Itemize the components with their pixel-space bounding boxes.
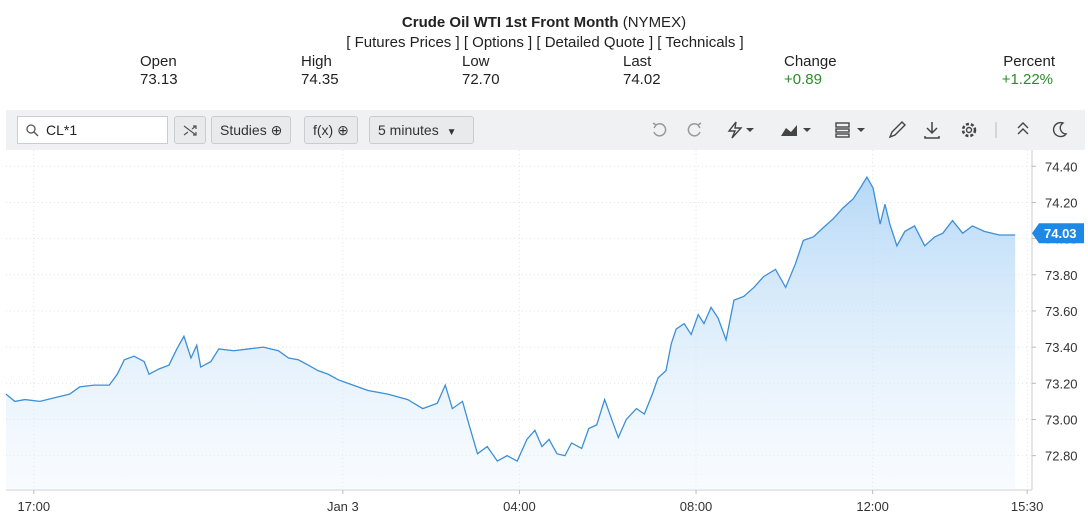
- undo-icon[interactable]: [652, 122, 667, 137]
- x-tick-label: 08:00: [680, 499, 713, 514]
- quote-value: +0.89: [784, 71, 822, 88]
- search-icon: [26, 124, 39, 137]
- dropdown-arrow: [746, 128, 754, 132]
- quote-label: Open: [140, 53, 177, 70]
- current-price-label: 74.03: [1044, 226, 1077, 241]
- y-tick-label: 74.20: [1045, 195, 1078, 210]
- y-tick-label: 73.40: [1045, 340, 1078, 355]
- links: [ Futures Prices ] [ Options ] [ Detaile…: [0, 34, 1088, 51]
- collapse-icon[interactable]: [1017, 122, 1029, 135]
- settings-icon[interactable]: [961, 122, 977, 138]
- link[interactable]: [ Technicals ]: [657, 34, 744, 51]
- y-tick-label: 73.80: [1045, 268, 1078, 283]
- theme-icon[interactable]: [1052, 121, 1068, 138]
- link[interactable]: [ Futures Prices ]: [346, 34, 460, 51]
- link[interactable]: [ Options ]: [463, 34, 533, 51]
- quote-value: +1.22%: [1001, 71, 1053, 88]
- fx-button[interactable]: f(x) ⊕: [304, 116, 358, 144]
- studies-label: Studies: [220, 122, 267, 138]
- quote-value: 74.35: [301, 71, 339, 88]
- y-tick-label: 73.20: [1045, 376, 1078, 391]
- flash-icon[interactable]: [727, 121, 743, 139]
- layout-icon[interactable]: [835, 122, 850, 138]
- interval-label: 5 minutes: [378, 122, 439, 138]
- interval-button[interactable]: 5 minutes ▼: [369, 116, 474, 144]
- y-tick-label: 72.80: [1045, 449, 1078, 464]
- area-fill: [6, 177, 1016, 490]
- chart-type-icon[interactable]: [781, 125, 797, 136]
- dropdown-arrow: [857, 128, 865, 132]
- quote-value: 73.13: [140, 71, 178, 88]
- symbol: CL*1: [46, 122, 78, 138]
- dropdown-arrow: [803, 128, 811, 132]
- chart: 72.8073.0073.2073.4073.6073.8074.0074.20…: [5, 150, 1084, 514]
- quote-label: Percent: [1003, 53, 1055, 70]
- current-price-tag: [1032, 223, 1084, 244]
- price-line: [5, 175, 1016, 462]
- y-tick-label: 73.60: [1045, 304, 1078, 319]
- x-tick-label: 17:00: [18, 499, 51, 514]
- redo-icon[interactable]: [687, 122, 702, 137]
- exchange: (NYMEX): [622, 14, 687, 31]
- settings-center: [965, 126, 973, 134]
- quote-label: Low: [462, 53, 490, 70]
- quote-value: 74.02: [623, 71, 661, 88]
- title-line: Crude Oil WTI 1st Front Month (NYMEX): [0, 14, 1088, 31]
- quote-label: High: [301, 53, 332, 70]
- title: Crude Oil WTI 1st Front Month: [401, 14, 619, 31]
- quote-label: Change: [784, 53, 837, 70]
- symbol-input[interactable]: CL*1: [17, 116, 168, 144]
- draw-icon[interactable]: [888, 121, 906, 139]
- compare-button[interactable]: [174, 116, 206, 144]
- studies-button[interactable]: Studies ⊕: [211, 116, 292, 144]
- y-tick-label: 73.00: [1045, 412, 1078, 427]
- y-tick-label: 74.40: [1045, 159, 1078, 174]
- toolbar-icons: [652, 121, 1068, 139]
- shuffle-icon: [183, 125, 197, 136]
- x-tick-label: 15:30: [1011, 499, 1044, 514]
- x-tick-label: Jan 3: [327, 499, 359, 514]
- quote-label: Last: [623, 53, 652, 70]
- fx-label: f(x): [313, 122, 334, 138]
- quote-value: 72.70: [462, 71, 500, 88]
- link[interactable]: [ Detailed Quote ]: [536, 34, 654, 51]
- x-tick-label: 12:00: [856, 499, 889, 514]
- download-icon[interactable]: [924, 122, 940, 139]
- x-tick-label: 04:00: [503, 499, 536, 514]
